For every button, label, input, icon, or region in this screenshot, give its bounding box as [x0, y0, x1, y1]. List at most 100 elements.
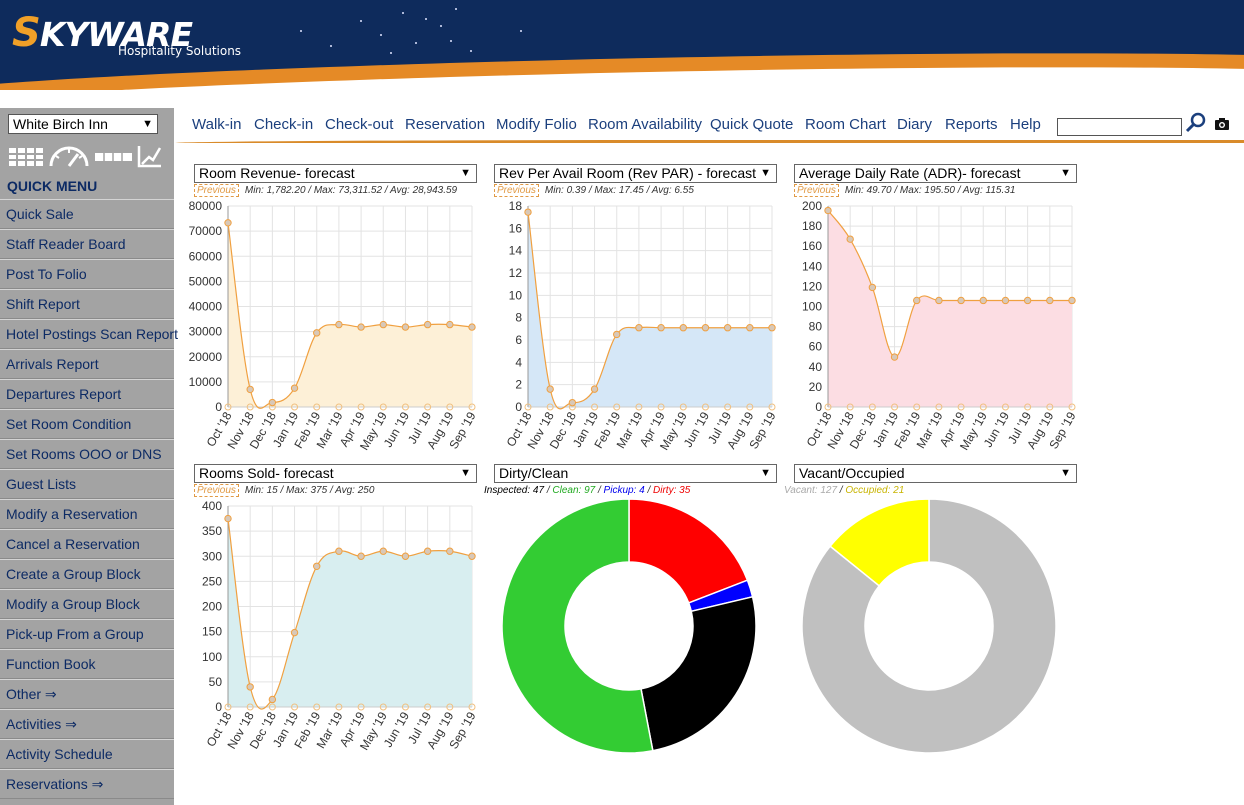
grid-icon[interactable] [8, 144, 44, 168]
pie-slice-vacant[interactable] [801, 498, 1057, 754]
data-point[interactable] [657, 324, 665, 332]
data-point[interactable] [423, 320, 432, 329]
menu-item-staff-reader-board[interactable]: Staff Reader Board [0, 229, 174, 259]
data-point[interactable] [446, 320, 454, 329]
nav-reports[interactable]: Reports [945, 116, 998, 133]
pie-slice-inspected[interactable] [640, 595, 757, 752]
chart-select[interactable]: Dirty/Clean ▼ [494, 464, 777, 483]
chart-select[interactable]: Room Revenue- forecast ▼ [194, 164, 477, 183]
menu-item-activity-schedule[interactable]: Activity Schedule [0, 739, 174, 769]
previous-button[interactable]: Previous [494, 184, 539, 197]
data-point[interactable] [379, 547, 387, 555]
nav-quick-quote[interactable]: Quick Quote [710, 116, 794, 133]
data-point[interactable] [401, 552, 410, 560]
data-point[interactable] [224, 219, 232, 227]
hotel-select[interactable]: White Birch Inn ▼ [8, 114, 158, 134]
data-point[interactable] [590, 385, 599, 393]
previous-button[interactable]: Previous [794, 184, 839, 197]
data-point[interactable] [313, 562, 321, 571]
data-point[interactable] [635, 324, 643, 332]
menu-item-pick-up-from-a-group[interactable]: Pick-up From a Group [0, 619, 174, 649]
data-point[interactable] [246, 683, 254, 691]
data-point[interactable] [335, 547, 343, 555]
previous-button[interactable]: Previous [194, 184, 239, 197]
menu-item-create-a-group-block[interactable]: Create a Group Block [0, 559, 174, 589]
data-point[interactable] [1001, 296, 1010, 305]
data-point[interactable] [935, 296, 943, 305]
data-point[interactable] [357, 323, 365, 331]
data-point[interactable] [357, 552, 365, 560]
data-point[interactable] [679, 324, 687, 332]
data-point[interactable] [246, 385, 254, 394]
menu-item-cancel-a-reservation[interactable]: Cancel a Reservation [0, 529, 174, 559]
menu-item-set-room-condition[interactable]: Set Room Condition [0, 409, 174, 439]
data-point[interactable] [890, 353, 899, 361]
data-point[interactable] [446, 547, 454, 555]
menu-item-departures-report[interactable]: Departures Report [0, 379, 174, 409]
nav-modify-folio[interactable]: Modify Folio [496, 116, 577, 133]
speedometer-icon[interactable] [48, 144, 90, 168]
data-point[interactable] [824, 206, 832, 215]
data-point[interactable] [868, 283, 877, 292]
chart-icon[interactable] [137, 144, 163, 168]
data-point[interactable] [846, 235, 854, 243]
menu-item-arrivals-report[interactable]: Arrivals Report [0, 349, 174, 379]
data-point[interactable] [746, 324, 754, 332]
menu-item-function-book[interactable]: Function Book [0, 649, 174, 679]
data-point[interactable] [1023, 296, 1032, 305]
pie-slice-dirty[interactable] [628, 498, 749, 604]
data-point[interactable] [524, 208, 532, 216]
data-point[interactable] [468, 323, 476, 331]
data-point[interactable] [290, 628, 299, 637]
data-point[interactable] [468, 552, 476, 560]
nav-help[interactable]: Help [1010, 116, 1041, 133]
data-point[interactable] [268, 695, 277, 704]
data-point[interactable] [1068, 296, 1076, 305]
data-point[interactable] [379, 320, 387, 329]
menu-item-other[interactable]: Other ⇒ [0, 679, 174, 709]
nav-walk-in[interactable]: Walk-in [192, 116, 242, 133]
data-point[interactable] [546, 385, 554, 393]
camera-icon[interactable] [1215, 118, 1229, 130]
pie-slice-clean[interactable] [501, 498, 654, 754]
menu-item-set-rooms-ooo-or-dns[interactable]: Set Rooms OOO or DNS [0, 439, 174, 469]
menu-item-reservations[interactable]: Reservations ⇒ [0, 769, 174, 799]
menu-item-modify-a-reservation[interactable]: Modify a Reservation [0, 499, 174, 529]
bar-icon[interactable] [94, 144, 134, 168]
nav-room-chart[interactable]: Room Chart [805, 116, 886, 133]
menu-item-guest-lists[interactable]: Guest Lists [0, 469, 174, 499]
data-point[interactable] [957, 296, 965, 305]
data-point[interactable] [313, 329, 321, 337]
search-input[interactable] [1057, 118, 1182, 136]
nav-check-in[interactable]: Check-in [254, 116, 314, 133]
search-icon[interactable] [1185, 112, 1207, 134]
menu-item-shift-report[interactable]: Shift Report [0, 289, 174, 319]
chart-select[interactable]: Average Daily Rate (ADR)- forecast ▼ [794, 164, 1077, 183]
data-point[interactable] [979, 296, 987, 305]
nav-room-availability[interactable]: Room Availability [588, 116, 702, 133]
data-point[interactable] [268, 398, 277, 407]
menu-item-hotel-postings-scan-report[interactable]: Hotel Postings Scan Report [0, 319, 178, 349]
chart-select[interactable]: Vacant/Occupied ▼ [794, 464, 1077, 483]
data-point[interactable] [701, 324, 710, 332]
menu-item-post-to-folio[interactable]: Post To Folio [0, 259, 174, 289]
data-point[interactable] [768, 324, 776, 332]
nav-diary[interactable]: Diary [897, 116, 933, 133]
data-point[interactable] [1046, 296, 1054, 305]
previous-button[interactable]: Previous [194, 484, 239, 497]
menu-item-quick-sale[interactable]: Quick Sale [0, 199, 174, 229]
data-point[interactable] [613, 330, 621, 339]
chart-select[interactable]: Rooms Sold- forecast ▼ [194, 464, 477, 483]
data-point[interactable] [224, 514, 232, 523]
menu-item-modify-a-group-block[interactable]: Modify a Group Block [0, 589, 174, 619]
menu-item-activities[interactable]: Activities ⇒ [0, 709, 174, 739]
nav-reservation[interactable]: Reservation [405, 116, 486, 133]
data-point[interactable] [290, 384, 299, 392]
data-point[interactable] [913, 296, 921, 305]
data-point[interactable] [423, 547, 432, 555]
data-point[interactable] [401, 323, 410, 331]
pie-slice-occupied[interactable] [829, 498, 930, 587]
chart-select[interactable]: Rev Per Avail Room (Rev PAR) - forecast ▼ [494, 164, 777, 183]
nav-check-out[interactable]: Check-out [325, 116, 394, 133]
data-point[interactable] [335, 320, 343, 329]
